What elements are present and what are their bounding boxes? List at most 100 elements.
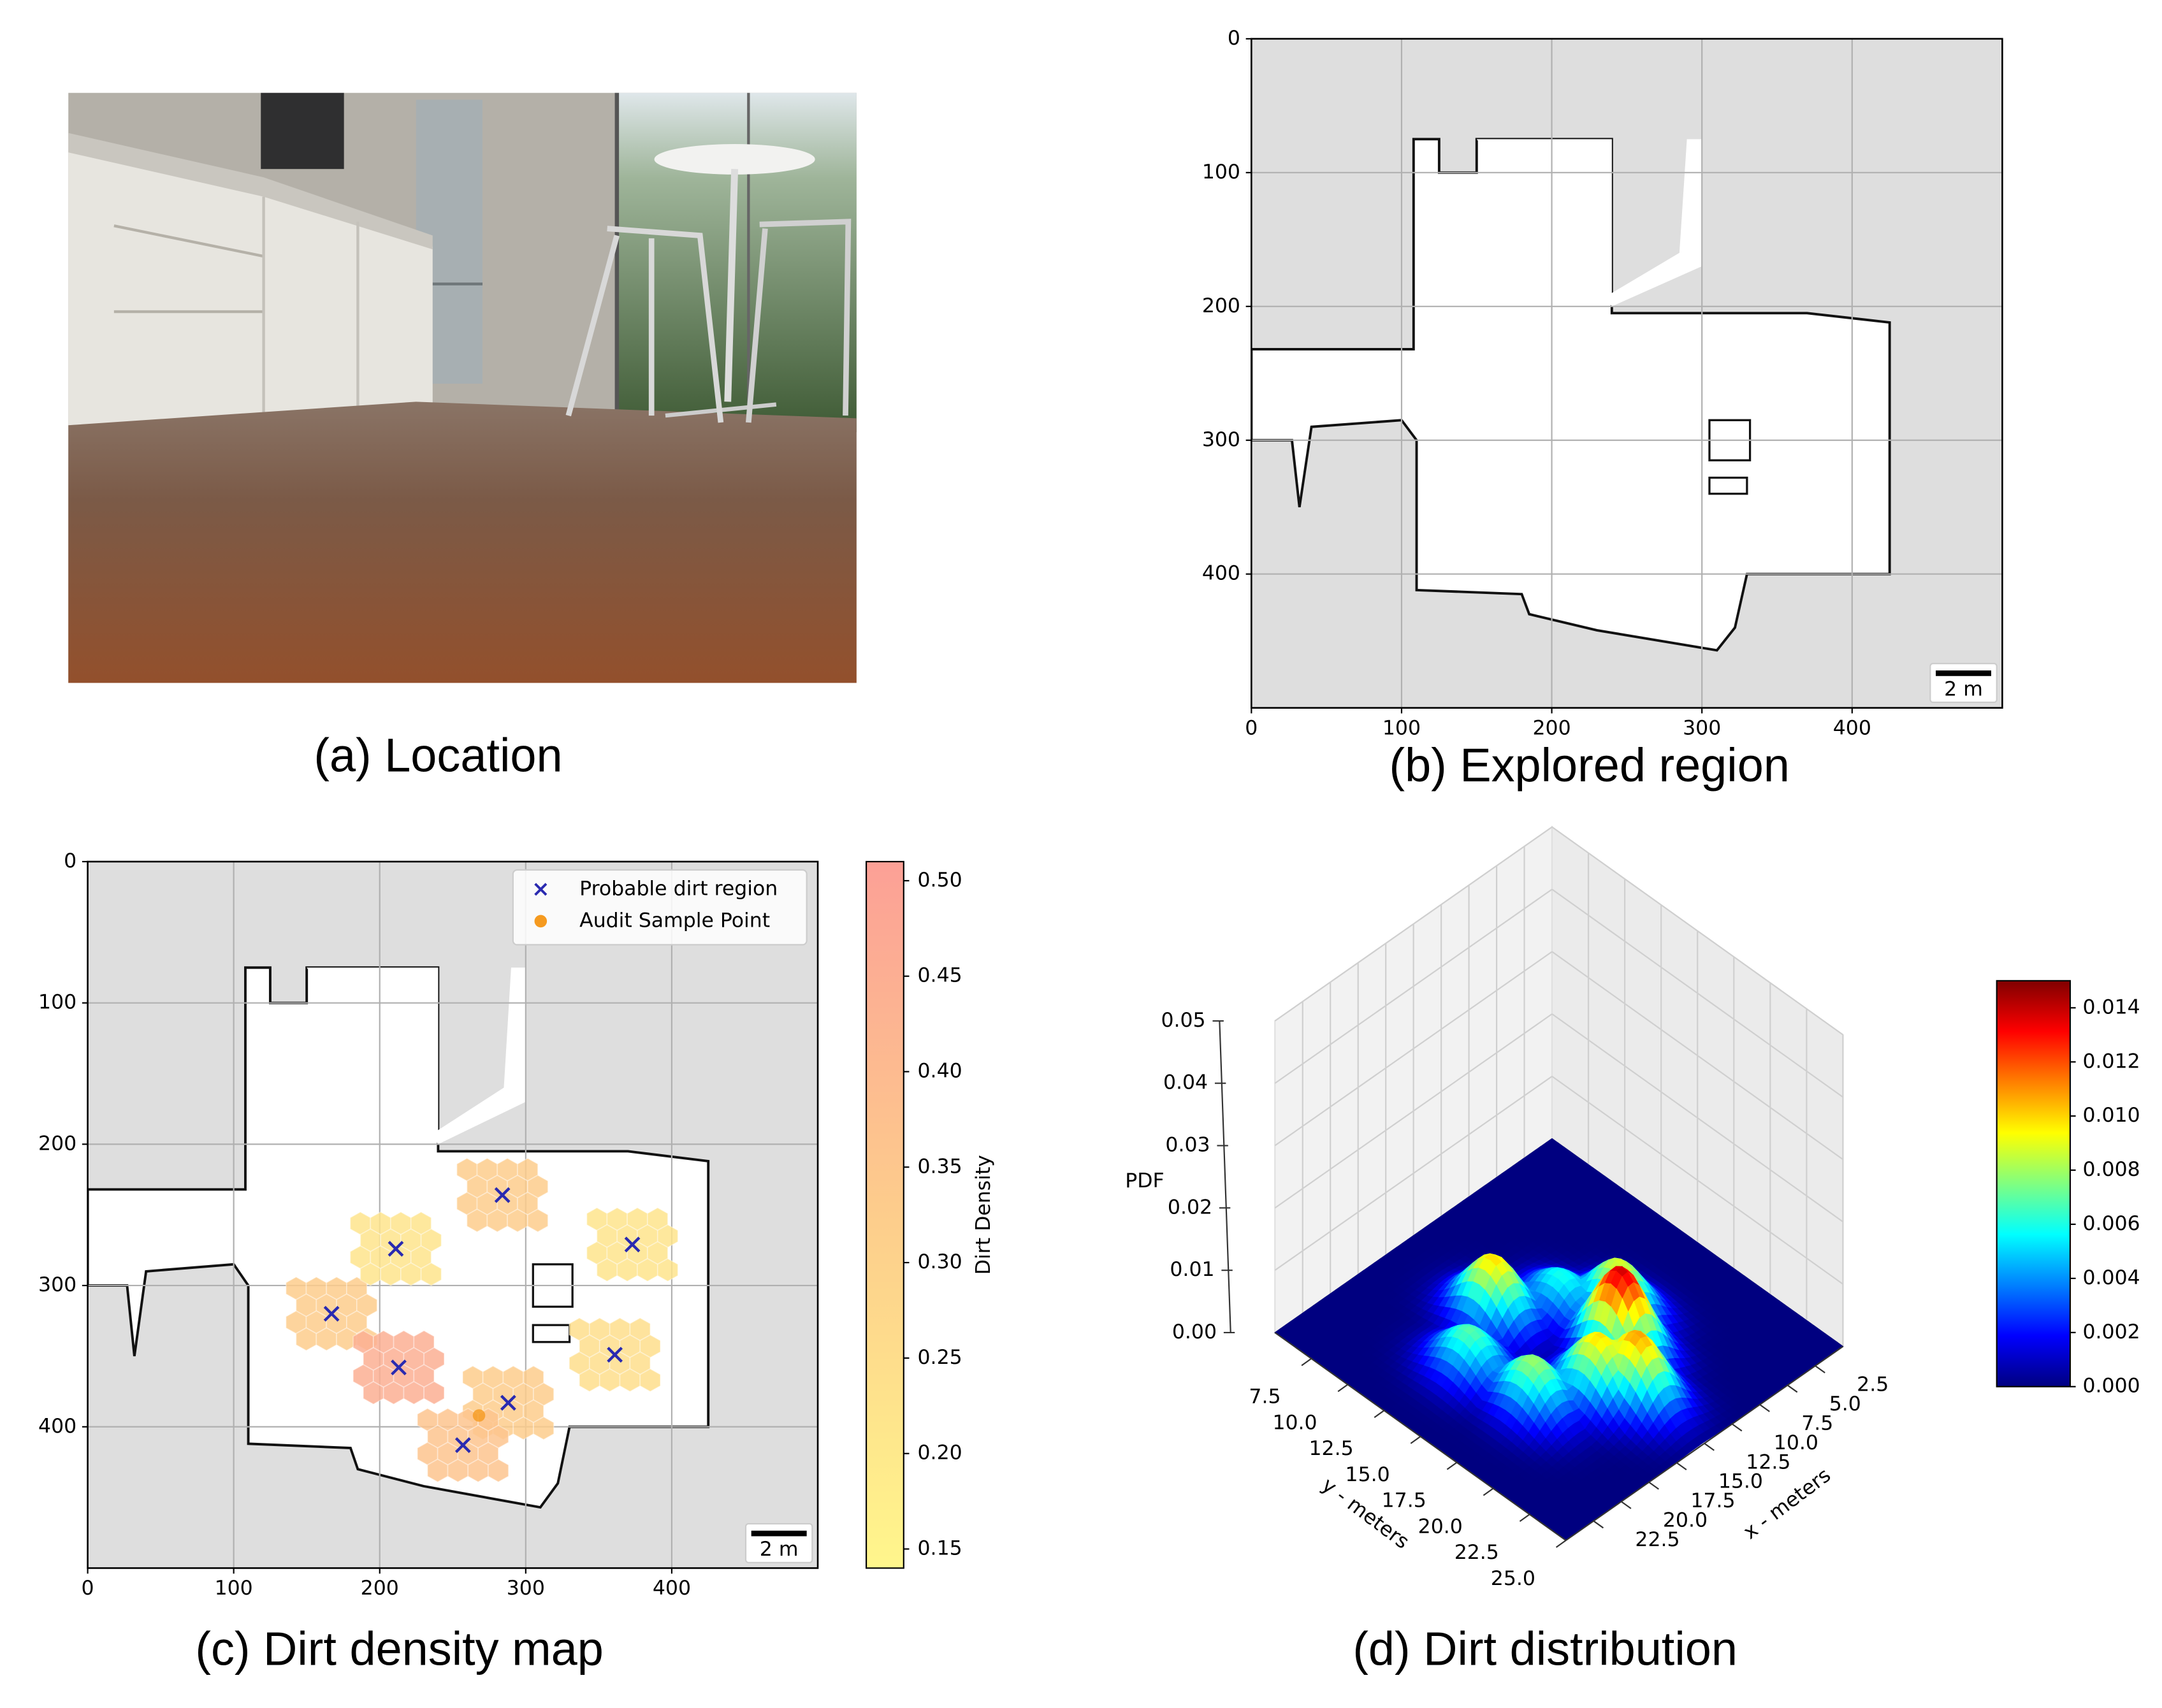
chair: [746, 219, 852, 423]
obstacle: [1708, 476, 1748, 495]
z-tick-label: 0.04: [1163, 1071, 1208, 1094]
caption: (c) Dirt density map: [195, 1623, 604, 1675]
colorbar: [866, 860, 904, 1569]
z-tick-label: 0.00: [1172, 1321, 1217, 1343]
explored-area: [1476, 139, 1702, 307]
dirt-region-marker: [494, 1187, 511, 1203]
colorbar-tick-label: 0.002: [2082, 1321, 2140, 1343]
coffee-machine: [261, 92, 344, 170]
density-hex: [316, 1327, 337, 1352]
density-hex: [488, 1458, 509, 1483]
x-tick-label: 300: [507, 1577, 545, 1600]
y-tick: [1410, 1436, 1421, 1444]
grid-line: [1274, 888, 1553, 1084]
x-tick-label: 17.5: [1690, 1489, 1735, 1512]
legend-box: [512, 869, 808, 946]
map-panel: 2 m 0 100 200 300 400 0 100 200 300 400: [1202, 27, 2003, 739]
x-tick-label: 2.5: [1857, 1373, 1889, 1396]
y-tick-label: 100: [1202, 161, 1240, 184]
grid-line: [1274, 1013, 1553, 1209]
colorbar-tick-label: 0.014: [2082, 995, 2140, 1018]
z-tick-label: 0.05: [1161, 1009, 1205, 1032]
x-tick: [1593, 1520, 1604, 1529]
y-tick-label: 25.0: [1491, 1567, 1535, 1590]
density-hex: [363, 1380, 384, 1405]
x-tick-label: 200: [1533, 716, 1571, 739]
counter: [68, 133, 433, 250]
cabinets: [68, 138, 433, 426]
density-hex: [403, 1380, 425, 1405]
x-tick-label: 0: [82, 1577, 94, 1600]
density-hex: [467, 1458, 489, 1483]
density-hex: [423, 1380, 445, 1405]
colorbar-tick-label: 0.006: [2082, 1212, 2140, 1235]
density-hex: [466, 1208, 488, 1233]
x-tick-label: 300: [1683, 716, 1721, 739]
y-tick: [1301, 1357, 1312, 1366]
density-hex: [359, 1262, 382, 1287]
z-axis-label: PDF: [1125, 1169, 1164, 1192]
density-hex: [616, 1257, 638, 1282]
scale-bar-label: 2 m: [760, 1538, 799, 1561]
colorbar-tick-label: 0.012: [2082, 1050, 2140, 1073]
density-hex: [579, 1368, 600, 1393]
x-tick: [1704, 1442, 1715, 1451]
density-hex: [533, 1416, 555, 1440]
dirt-region-marker: [624, 1236, 641, 1253]
colorbar-tick-label: 0.15: [918, 1537, 962, 1560]
x-tick: [1815, 1365, 1825, 1373]
x-tick: [1759, 1404, 1770, 1412]
y-tick-label: 17.5: [1382, 1489, 1426, 1512]
y-tick: [1446, 1461, 1458, 1470]
y-tick: [1374, 1410, 1385, 1418]
x-tick-label: 10.0: [1774, 1431, 1818, 1454]
axes-frame: [1251, 38, 2003, 709]
y-tick-label: 12.5: [1309, 1437, 1354, 1460]
x-tick-label: 100: [215, 1577, 253, 1600]
density-hex: [599, 1368, 621, 1393]
grid-line: [1551, 1075, 1844, 1285]
axes-frame: [87, 860, 819, 1569]
y-tick-label: 7.5: [1249, 1386, 1281, 1408]
caption: (d) Dirt distribution: [1353, 1623, 1738, 1675]
colorbar: [1996, 980, 2071, 1387]
axis-line: [1219, 1020, 1231, 1333]
colorbar-tick-label: 0.008: [2082, 1158, 2140, 1181]
y-tick-label: 10.0: [1272, 1411, 1317, 1434]
density-hex: [382, 1380, 405, 1405]
y-tick-label: 200: [1202, 294, 1240, 317]
y-tick-label: 300: [1202, 428, 1240, 451]
x-tick-label: 400: [1833, 716, 1871, 739]
density-hex: [512, 1416, 534, 1440]
x-tick-label: 12.5: [1746, 1451, 1790, 1473]
scale-bar-label: 2 m: [1944, 677, 1983, 700]
y-tick-label: 20.0: [1418, 1515, 1463, 1538]
plot-area: [87, 861, 818, 1568]
drawer-line: [113, 224, 265, 258]
grid-line: [1274, 951, 1553, 1147]
grid-line: [1551, 888, 1844, 1098]
colorbar-tick-label: 0.010: [2082, 1104, 2140, 1127]
y-tick: [1337, 1384, 1349, 1393]
y-tick-label: 100: [38, 991, 76, 1014]
x-tick-label: 400: [653, 1577, 691, 1600]
colorbar-label: Dirt Density: [972, 1155, 995, 1275]
table-top: [654, 144, 815, 175]
colorbar-tick-label: 0.000: [2082, 1375, 2140, 1398]
grid-line: [1551, 951, 1844, 1161]
x-tick-label: 0: [1245, 716, 1258, 739]
grid-line: [1551, 826, 1844, 1036]
x-tick-label: 20.0: [1663, 1509, 1708, 1532]
grid-line: [1274, 1075, 1553, 1271]
dirt-region-marker: [500, 1394, 516, 1411]
dirt-region-marker: [323, 1305, 340, 1322]
y-tick-label: 400: [1202, 562, 1240, 585]
y-tick: [1555, 1540, 1567, 1548]
colorbar-tick-label: 0.50: [918, 869, 962, 892]
x-tick-label: 22.5: [1635, 1528, 1680, 1551]
colorbar-tick-label: 0.004: [2082, 1266, 2140, 1289]
y-tick-label: 400: [38, 1415, 76, 1438]
colorbar-tick-label: 0.45: [918, 964, 962, 987]
chair: [565, 226, 724, 423]
colorbar-tick-label: 0.30: [918, 1250, 962, 1273]
